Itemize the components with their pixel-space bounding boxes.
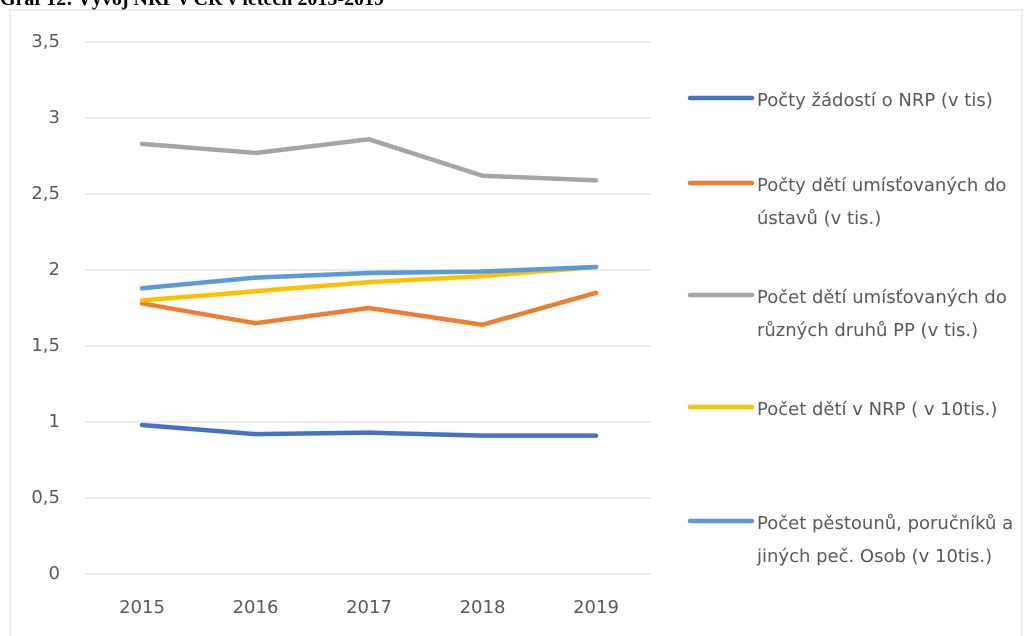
- legend-label: Počet pěstounů, poručníků a jiných peč. …: [757, 513, 1014, 567]
- x-tick-label: 2015: [119, 597, 165, 618]
- y-tick-label: 0,5: [31, 487, 60, 508]
- y-tick-label: 3: [49, 107, 60, 128]
- y-tick-label: 1,5: [31, 335, 60, 356]
- x-tick-label: 2016: [233, 597, 279, 618]
- x-tick-label: 2017: [346, 597, 392, 618]
- y-tick-label: 1: [49, 411, 60, 432]
- y-tick-label: 2: [49, 259, 60, 280]
- series-line: [139, 290, 599, 327]
- legend-label: Počet dětí v NRP ( v 10tis.): [757, 399, 998, 420]
- legend-label: Počty žádostí o NRP (v tis): [757, 90, 993, 111]
- y-tick-label: 0: [49, 563, 60, 584]
- chart-title: Graf 12: Vývoj NRP v ČR v letech 2015-20…: [0, 0, 384, 10]
- y-tick-label: 2,5: [31, 183, 60, 204]
- series-line: [139, 264, 599, 291]
- y-tick-label: 3,5: [31, 31, 60, 52]
- legend-label: Počet dětí umísťovaných do různých druhů…: [757, 287, 1007, 341]
- series-line: [139, 264, 599, 303]
- series-line: [139, 137, 599, 183]
- x-tick-label: 2018: [460, 597, 506, 618]
- x-tick-label: 2019: [573, 597, 619, 618]
- chart-frame: [9, 9, 1023, 636]
- series-line: [139, 422, 599, 438]
- legend-label: Počty dětí umísťovaných do ústavů (v tis…: [757, 175, 1007, 229]
